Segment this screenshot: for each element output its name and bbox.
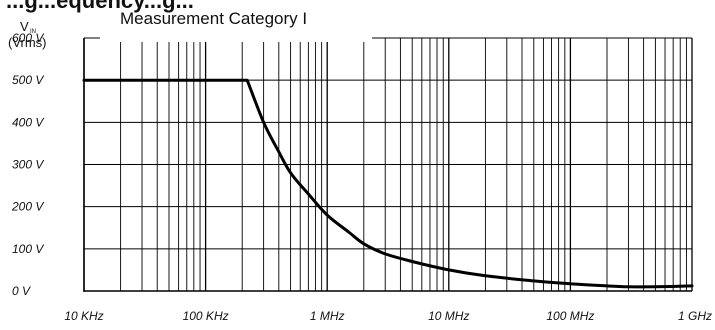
x-tick-label: 1 GHz [678, 309, 712, 323]
y-axis-unit: (Vrms) [8, 35, 47, 50]
x-tick-label: 10 KHz [64, 309, 103, 323]
y-tick-label: 200 V [11, 200, 44, 214]
title-background [100, 0, 372, 42]
page-header-text: ...g...equency...g... [6, 0, 194, 13]
y-tick-labels: 0 V 100 V 200 V 300 V 400 V 500 V 600 V [11, 31, 44, 298]
y-tick-label: 600 V [12, 31, 44, 45]
y-tick-label: 0 V [12, 284, 31, 298]
y-axis-label: V [20, 19, 29, 34]
voltage-derating-curve [82, 78, 694, 289]
y-tick-label: 300 V [12, 158, 44, 172]
grid-lines [83, 37, 693, 292]
x-tick-label: 1 MHz [310, 309, 345, 323]
chart-title: Measurement Category I [120, 9, 307, 28]
y-tick-label: 400 V [12, 115, 44, 129]
x-tick-label: 100 MHz [546, 309, 594, 323]
y-tick-label: 100 V [12, 242, 44, 256]
y-tick-label: 500 V [12, 73, 44, 87]
y-axis-label-subscript: IN [30, 29, 36, 35]
x-tick-labels: 10 KHz 100 KHz 1 MHz 10 MHz 100 MHz 1 GHz [64, 309, 712, 323]
x-tick-label: 10 MHz [428, 309, 469, 323]
x-tick-label: 100 KHz [183, 309, 229, 323]
